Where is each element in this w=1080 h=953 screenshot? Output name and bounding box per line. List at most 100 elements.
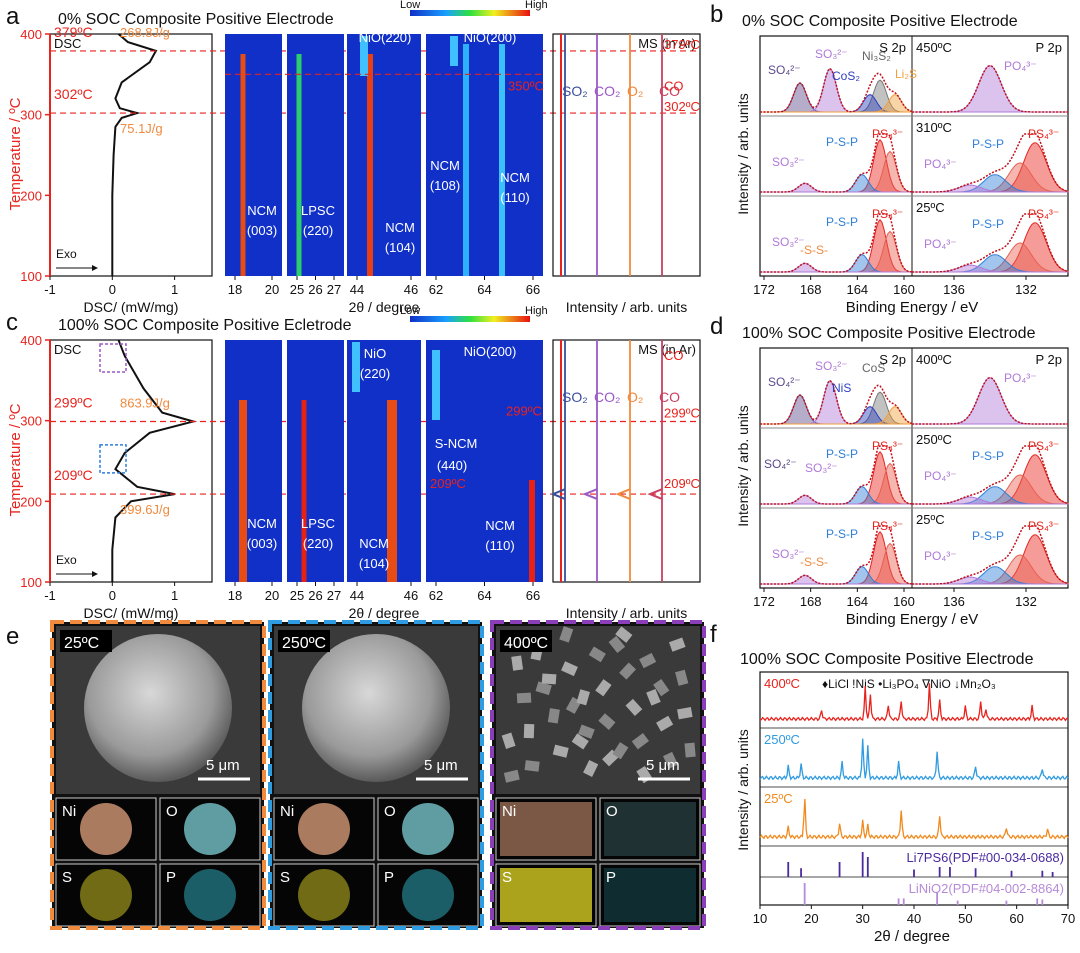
dsc-frame <box>49 33 213 277</box>
exo-label: Exo <box>56 553 77 567</box>
x-tick-label: 62 <box>429 282 443 297</box>
scale-bar-label: 5 μm <box>424 757 458 774</box>
phase-label: (220) <box>303 223 333 238</box>
sem-flake <box>511 655 524 671</box>
sem-border <box>50 620 266 930</box>
x-axis-label: 2θ / degree <box>349 605 420 621</box>
y-axis-label: Intensity / arb. units <box>735 729 751 850</box>
x-tick-label: 160 <box>893 282 915 297</box>
sem-flake <box>653 679 670 697</box>
panel-title: 100% SOC Composite Positive Electrode <box>740 651 1034 668</box>
sem-flake <box>503 769 520 783</box>
colorbar <box>410 316 530 322</box>
xps-envelope <box>760 67 913 113</box>
phase-label: (003) <box>247 223 277 238</box>
x-axis-label: 2θ / degree <box>349 299 420 315</box>
phase-label: NCM <box>485 518 515 533</box>
xps-peak-label: P-S-P <box>826 135 858 149</box>
xps-peak-label: SO₃²⁻ <box>805 461 838 475</box>
xps-envelope <box>912 64 1068 113</box>
p2p-label: P 2p <box>1035 352 1062 367</box>
dsc-label: DSC <box>54 342 81 357</box>
xps-frame <box>759 35 1069 277</box>
x-tick-label: 18 <box>228 282 242 297</box>
sem-flake <box>631 732 649 750</box>
s2p-label: S 2p <box>879 40 906 55</box>
xps-peak-label: SO₃²⁻ <box>772 235 805 249</box>
x-tick-label: 20 <box>804 911 818 926</box>
peak-temp-label: 379ºC <box>54 24 93 40</box>
panel-letter: e <box>6 623 19 650</box>
xps-peak-label: SO₃²⁻ <box>815 359 848 373</box>
x-tick-label: 168 <box>800 594 822 609</box>
x-tick-label: 20 <box>265 282 279 297</box>
x-tick-label: 50 <box>958 911 972 926</box>
ms-gas-label: CO₂ <box>594 83 620 99</box>
xps-peak-label: PO₄³⁻ <box>924 469 957 483</box>
sem-flake <box>615 626 633 643</box>
highlight-box <box>99 343 127 373</box>
xps-peak-label: Li₂S <box>895 67 917 81</box>
heat-streak <box>240 54 246 276</box>
heat-streak <box>499 44 505 276</box>
x-tick-label: 164 <box>846 594 868 609</box>
element-map-particle <box>184 869 236 921</box>
ms-frame <box>552 339 701 583</box>
sem-temp-label: 400ºC <box>504 635 548 652</box>
sem-flake <box>552 744 569 758</box>
element-map-fill <box>604 868 696 922</box>
sem-flake <box>598 713 616 730</box>
x-axis-label: DSC/ (mW/mg) <box>84 605 179 621</box>
element-label: Ni <box>62 803 76 820</box>
ms-x-axis-label: Intensity / arb. units <box>566 299 687 315</box>
phase-label: NCM <box>430 158 460 173</box>
xps-peak-label: P-S-P <box>972 217 1004 231</box>
xps-temp-label: 250ºC <box>916 432 952 447</box>
peak-temp-label: 299ºC <box>54 394 93 410</box>
sem-border <box>490 620 706 930</box>
x-tick-label: 18 <box>228 588 242 603</box>
x-tick-label: 136 <box>943 594 965 609</box>
x-tick-label: 132 <box>1015 594 1037 609</box>
xps-peak-label: PO₄³⁻ <box>924 549 957 563</box>
heat-streak <box>450 36 458 66</box>
element-map-particle <box>80 803 132 855</box>
x-tick-label: -1 <box>44 588 56 603</box>
x-axis-label: 2θ / degree <box>874 928 950 945</box>
phase-label: NCM <box>500 170 530 185</box>
sem-flake <box>559 626 574 643</box>
sem-flake <box>625 698 643 716</box>
y-axis-label: Intensity / arb. units <box>735 93 751 214</box>
ms-gas-label: O₂ <box>627 83 643 99</box>
x-tick-label: 20 <box>265 588 279 603</box>
xps-peak-label: PS₄³⁻ <box>1028 519 1059 533</box>
xps-peak-label: PS₄³⁻ <box>872 519 903 533</box>
x-tick-label: 64 <box>477 282 491 297</box>
sem-temp-label: 25ºC <box>64 635 99 652</box>
panel-letter: a <box>6 3 20 30</box>
phase-label: LPSC <box>301 203 335 218</box>
ms-spike <box>582 488 598 500</box>
panel-title: 100% SOC Composite Positive Electrode <box>742 325 1036 342</box>
peak-temp-label: 302ºC <box>54 86 93 102</box>
dsc-curve <box>111 339 198 582</box>
xps-peak-label: Ni₃S₂ <box>862 49 891 63</box>
heatmap-segment <box>287 340 344 582</box>
xps-envelope <box>760 525 913 585</box>
x-tick-label: 25 <box>290 282 304 297</box>
panel-title: 0% SOC Composite Positive Electrode <box>58 11 334 28</box>
heat-streak <box>296 54 302 276</box>
x-tick-label: 132 <box>1015 282 1037 297</box>
sem-flake <box>576 689 590 706</box>
element-map-particle <box>402 869 454 921</box>
xps-peak-label: P-S-P <box>826 527 858 541</box>
ms-gas-label: SO₂ <box>562 83 588 99</box>
phase-label: NiO(200) <box>464 344 517 359</box>
sem-flake <box>668 637 686 652</box>
y-tick-label: 300 <box>20 414 42 429</box>
y-axis-label: Temperature / ºC <box>7 403 24 516</box>
x-axis-label: DSC/ (mW/mg) <box>84 299 179 315</box>
element-map <box>599 863 701 927</box>
ms-temp-label: 302ºC <box>664 99 700 114</box>
p2p-label: P 2p <box>1035 40 1062 55</box>
